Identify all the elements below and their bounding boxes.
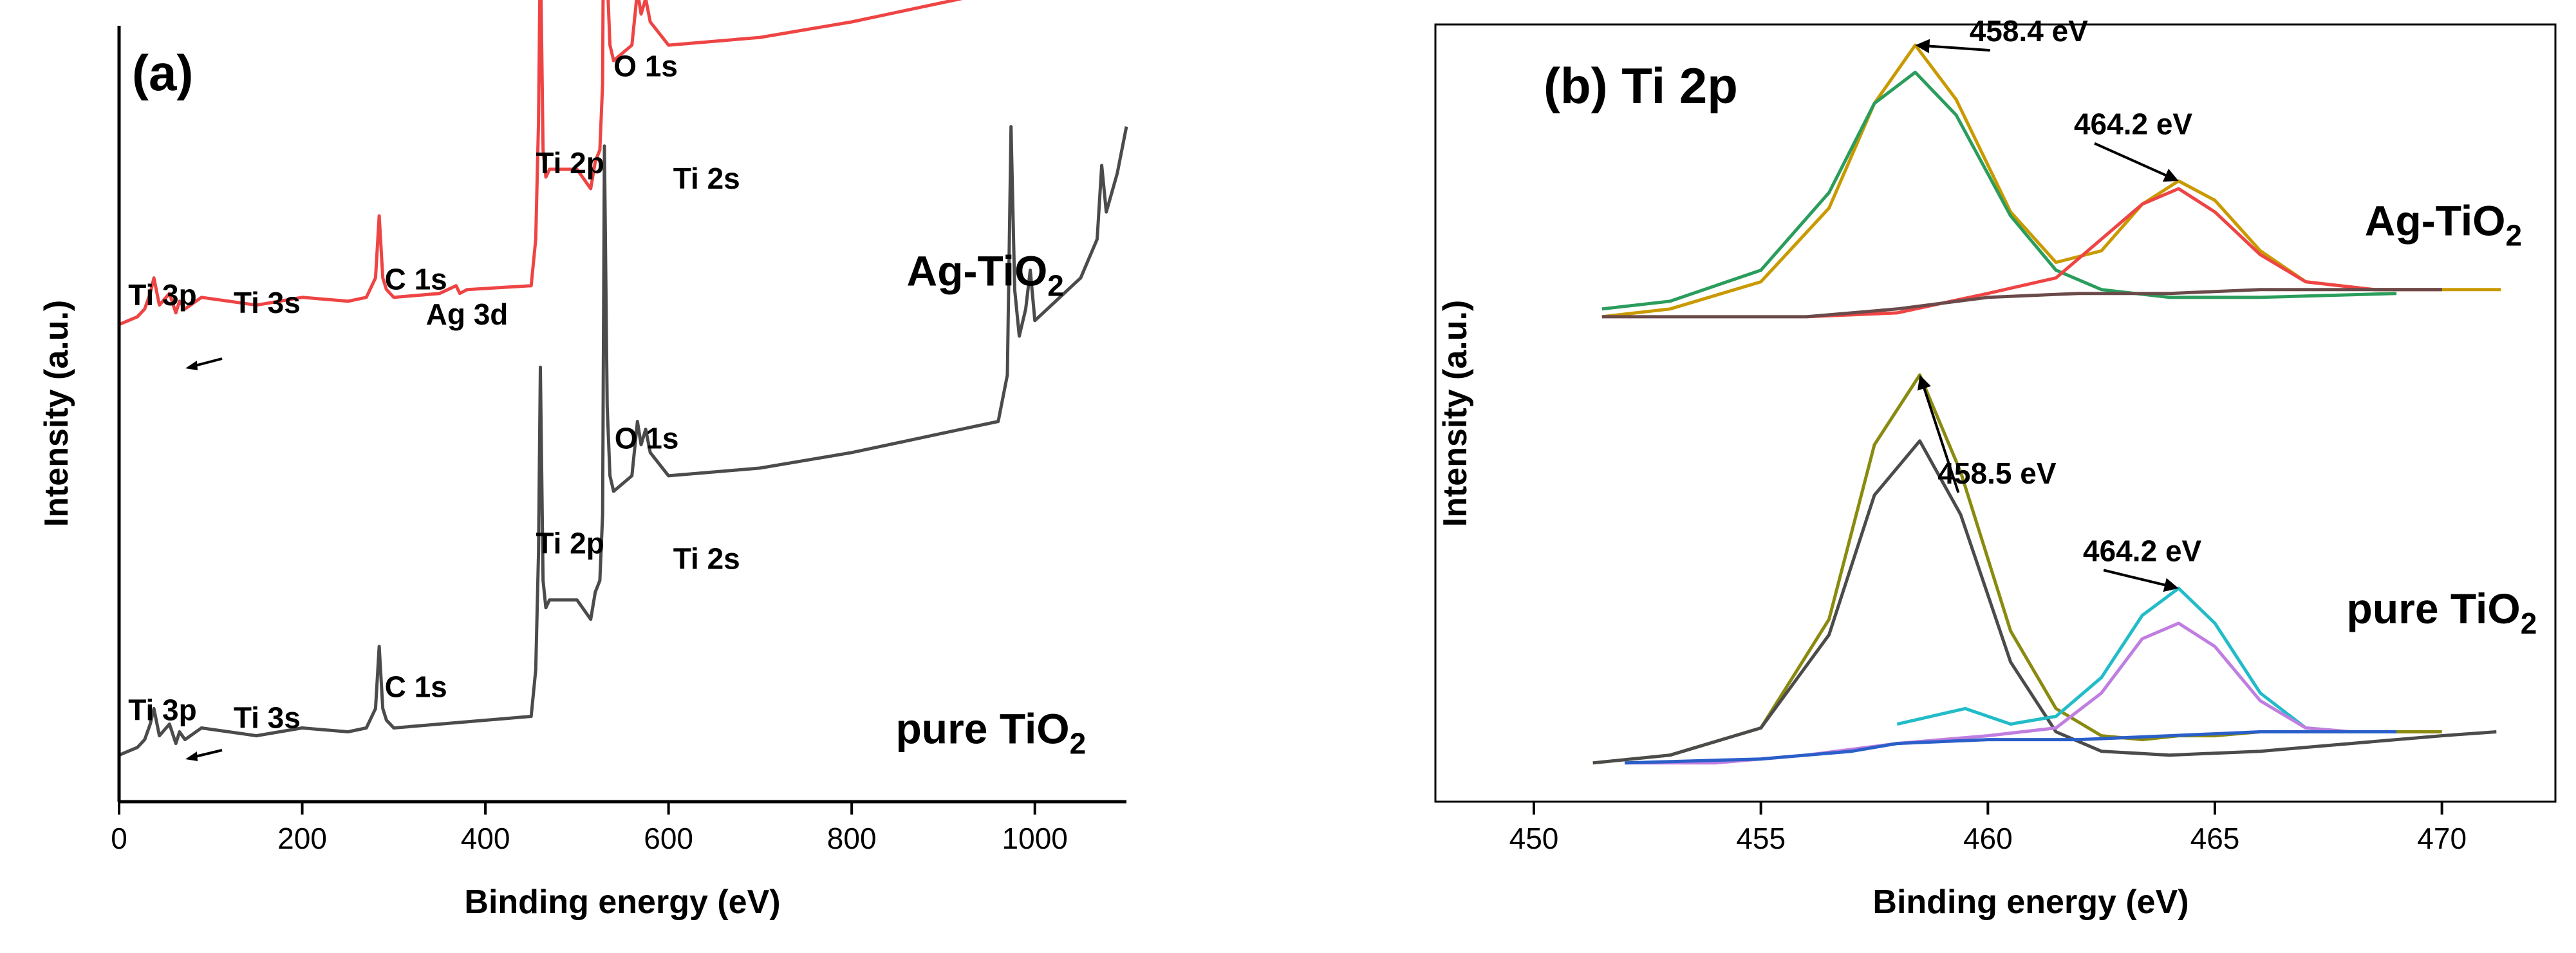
panel-a-survey-spectra: 0 200 400 600 800 1000 (a) Binding energy (eV…	[38, 0, 1128, 921]
panel-b-peak-arrowhead	[1915, 39, 1930, 53]
panel-b-x-tick-label: 465	[2190, 822, 2240, 855]
panel-a-peak-label: O 1s	[615, 422, 679, 455]
panel-b-peak-annotations: 458.4 eV 464.2 eV 458.5 eV 464.2 eV	[1915, 14, 2202, 592]
panel-b-x-axis-title: Binding energy (eV)	[1872, 883, 2189, 921]
panel-b-ag-tio2-ti-2p3-2-fit	[1601, 70, 2397, 311]
panel-b-pure-tio2-envelope	[1592, 373, 2442, 765]
panel-a-y-axis-title: Intensity (a.u.)	[38, 300, 75, 527]
panel-b-frame	[1434, 23, 2557, 803]
panel-b-peak-arrowhead	[2163, 578, 2179, 592]
panel-b-ti2p-spectra: 450 455 460 465 470 (b) Ti 2p Binding energy…	[1434, 14, 2557, 921]
panel-a-x-tick-label: 800	[827, 822, 877, 855]
panel-b-peak-label: 464.2 eV	[2074, 108, 2192, 141]
panel-b-peak-arrow	[2094, 142, 2167, 176]
panel-b-x-tick-label: 460	[1963, 822, 2013, 855]
panel-b-x-ticks: 450 455 460 465 470	[1509, 802, 2467, 855]
panel-b-peak-arrowhead	[1917, 375, 1931, 391]
panel-a-ti3s-arrow	[185, 357, 223, 370]
panel-a-peak-label: C 1s	[385, 263, 447, 296]
panel-a-x-tick-label: 0	[111, 822, 127, 855]
panel-b-peak-arrow	[1923, 388, 1960, 493]
panel-a-peak-label: Ti 3s	[234, 286, 301, 319]
panel-a-plot-area	[118, 0, 1128, 757]
panel-a-peak-label: Ti 2s	[673, 542, 740, 576]
panel-a-x-tick-label: 200	[277, 822, 327, 855]
panel-a-label: (a)	[132, 44, 193, 101]
panel-b-label: (b) Ti 2p	[1544, 57, 1738, 114]
panel-a-series-label: pure TiO2	[895, 705, 1086, 760]
panel-b-peak-label: 464.2 eV	[2083, 534, 2201, 567]
panel-a-series-label: Ag-TiO2	[907, 247, 1064, 303]
panel-a-peak-label: Ti 2p	[536, 526, 604, 560]
panel-a-series-label-subscript: 2	[1047, 269, 1064, 303]
panel-b-y-axis-title: Intensity (a.u.)	[1437, 300, 1474, 527]
panel-a-peak-label: Ti 2s	[673, 162, 740, 195]
panel-a-x-ticks: 0 200 400 600 800 1000	[111, 802, 1068, 855]
panel-b-x-tick-label: 455	[1736, 822, 1786, 855]
panel-a-series-label-text: pure TiO	[895, 705, 1069, 753]
panel-b-series-label: pure TiO2	[2347, 585, 2537, 640]
panel-a-series-label-subscript: 2	[1070, 727, 1087, 760]
panel-a-peak-label: Ti 3p	[128, 278, 197, 312]
panel-a-x-tick-label: 600	[644, 822, 693, 855]
panel-a-peak-label: Ag 3d	[426, 297, 509, 331]
panel-b-series-label: Ag-TiO2	[2365, 196, 2522, 252]
panel-a-peak-label: C 1s	[385, 670, 447, 703]
panel-b-ag-tio2-ti-2p1-2-fit	[1806, 187, 2442, 319]
panel-b-x-tick-label: 470	[2417, 822, 2467, 855]
panel-b-x-tick-label: 450	[1509, 822, 1559, 855]
panel-a-peak-label: Ti 3p	[128, 693, 197, 726]
panel-b-series-label-text: Ag-TiO	[2365, 196, 2506, 244]
panel-a-axes: 0 200 400 600 800 1000	[111, 26, 1126, 855]
panel-a-x-tick-label: 400	[461, 822, 510, 855]
panel-b-pure-tio2-background	[1625, 730, 2397, 765]
panel-a-ti3s-arrow-pure	[185, 749, 223, 761]
panel-a-peak-label: Ti 2p	[536, 146, 604, 180]
panel-b-pure-tio2-ti-2p3-2-fit	[1592, 439, 2497, 765]
panel-b-pure-tio2-ti-2p1-2-component	[1625, 621, 2397, 765]
panel-b-plot-area	[1592, 43, 2501, 765]
panel-a-x-axis-title: Binding energy (eV)	[464, 883, 780, 921]
panel-b-peak-arrow	[1929, 44, 1990, 52]
panel-b-pure-tio2-ti-2p1-2-fit	[1896, 587, 2397, 733]
panel-a-series-label-text: Ag-TiO	[907, 247, 1048, 295]
panel-b-peak-label: 458.4 eV	[1970, 14, 2088, 48]
panel-b-series-label-subscript: 2	[2506, 218, 2523, 252]
panel-b-peak-arrowhead	[2163, 168, 2179, 182]
panel-a-series-line-pure-tio2	[118, 125, 1128, 757]
panel-a-x-tick-label: 1000	[1002, 822, 1068, 855]
panel-b-ag-tio2-background	[1601, 288, 2442, 319]
panel-a-peak-label: Ti 3s	[234, 701, 301, 735]
panel-b-series-label-text: pure TiO	[2347, 585, 2521, 632]
panel-b-peak-label: 458.5 eV	[1937, 457, 2056, 490]
panel-b-series-label-subscript: 2	[2521, 607, 2537, 640]
panel-b-peak-arrow	[2103, 569, 2165, 587]
panel-a-peak-label: O 1s	[613, 49, 678, 82]
panel-a-series-line-ag-tio2	[118, 0, 963, 326]
